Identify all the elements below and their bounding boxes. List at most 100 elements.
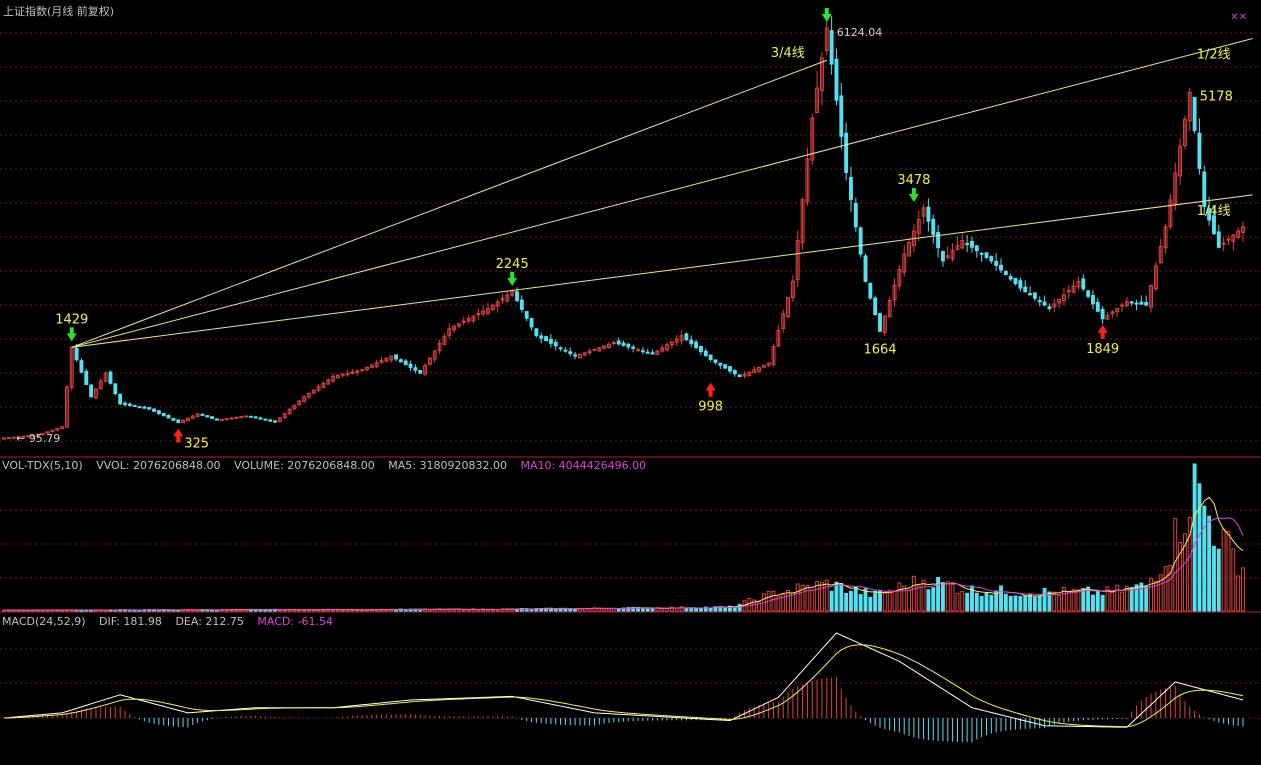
candle-body (882, 315, 887, 334)
volume-bar (829, 590, 834, 612)
candle-body (728, 366, 732, 372)
candle-body (1076, 280, 1081, 288)
volume-bar (1120, 591, 1124, 612)
volume-bar (568, 608, 573, 612)
candle-body (800, 199, 805, 244)
volume-bar (984, 592, 989, 612)
candle-body (1028, 293, 1032, 296)
candle-body (757, 366, 761, 372)
candle-body (321, 382, 326, 389)
candle-body (519, 299, 524, 310)
volume-bar (737, 603, 742, 612)
volume-bar (858, 594, 863, 612)
candle-body (234, 416, 239, 419)
candle-body (437, 343, 442, 352)
candle-body (389, 355, 394, 361)
volume-bar (650, 608, 655, 612)
candle-body (224, 418, 229, 421)
volume-ma10-line (3, 517, 1244, 611)
volume-bar (839, 583, 844, 612)
candle-body (118, 393, 123, 405)
candle-body (403, 360, 408, 366)
macd-dea-line (3, 644, 1244, 728)
candle-body (592, 348, 597, 351)
candle-body (268, 419, 273, 422)
candle-body (1158, 245, 1163, 264)
candle-body (16, 436, 21, 439)
price-label: 6124.04 (837, 26, 883, 39)
candle-body (147, 407, 152, 410)
volume-bar (945, 581, 950, 612)
candle-body (931, 218, 936, 235)
candle-body (868, 283, 873, 299)
candle-body (510, 291, 515, 296)
volume-bar (916, 585, 921, 612)
candle-body (297, 400, 302, 406)
volume-bar (616, 608, 621, 612)
volume-bar (979, 596, 984, 612)
candle-body (878, 313, 882, 332)
volume-bar (640, 608, 645, 612)
candle-body (1091, 294, 1095, 305)
green-down-arrow (908, 187, 919, 202)
volume-bar (989, 594, 994, 612)
candle-body (200, 413, 205, 416)
candle-body (689, 339, 694, 345)
volume-bar (965, 592, 970, 612)
candle-body (1153, 265, 1158, 290)
candle-body (708, 354, 713, 360)
candle-body (374, 362, 379, 368)
volume-bar (887, 589, 892, 612)
price-label: 1849 (1086, 342, 1119, 357)
green-down-arrow (66, 327, 77, 342)
volume-bar (694, 607, 699, 612)
candle-body (626, 343, 631, 348)
volume-bar (1095, 590, 1100, 612)
candle-body (529, 317, 534, 328)
volume-bar (665, 608, 670, 612)
candle-body (500, 297, 505, 301)
candle-body (495, 301, 500, 307)
candle-body (979, 252, 984, 255)
candle-body (1168, 199, 1173, 227)
candle-body (926, 206, 931, 222)
volume-bar (1231, 548, 1236, 612)
candle-body (123, 402, 127, 406)
candle-body (340, 373, 345, 376)
price-label: 1429 (55, 312, 88, 327)
volume-bar (824, 579, 829, 612)
volume-bar (1134, 584, 1139, 612)
volume-bar (1192, 463, 1197, 612)
volume-bar (936, 576, 941, 612)
volume-bar (718, 606, 723, 612)
volume-bar (1149, 577, 1153, 612)
candle-body (442, 335, 447, 346)
candle-body (1202, 171, 1207, 207)
candle-body (548, 338, 553, 344)
candle-body (1144, 301, 1149, 306)
candle-body (737, 374, 742, 378)
corner-close-icon[interactable]: ✕✕ (1230, 12, 1247, 23)
candle-body (921, 207, 926, 217)
candle-body (316, 386, 321, 391)
candle-body (1042, 301, 1047, 306)
volume-bar (1241, 567, 1245, 612)
candle-body (490, 304, 495, 311)
candle-body (1095, 301, 1100, 312)
volume-bar (1071, 588, 1076, 612)
candle-body (1032, 292, 1037, 299)
volume-bar (1115, 584, 1120, 612)
candle-body (486, 307, 490, 314)
volume-bar (1202, 505, 1207, 612)
candle-body (94, 388, 98, 399)
candle-body (887, 299, 892, 318)
candle-body (306, 393, 311, 398)
candle-body (742, 373, 747, 377)
volume-ma5-line (3, 496, 1244, 611)
candle-body (89, 384, 94, 398)
volume-bar (490, 609, 495, 612)
candle-body (732, 370, 737, 375)
candle-body (413, 367, 418, 371)
candle-body (108, 371, 113, 384)
